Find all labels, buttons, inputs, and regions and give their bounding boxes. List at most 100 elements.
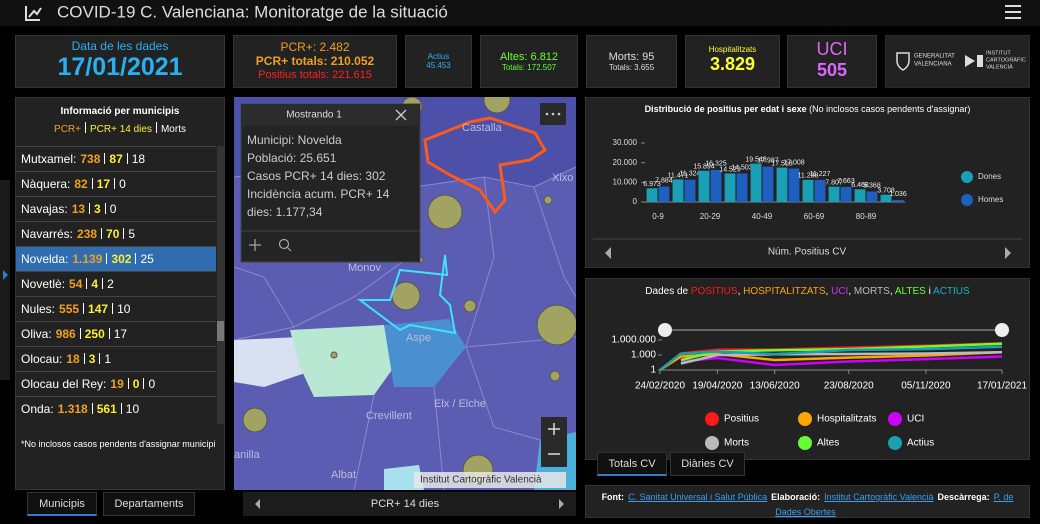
municipi-pcr14: 561 <box>96 402 117 416</box>
uci-value: 505 <box>816 60 848 80</box>
municipi-morts: 2 <box>107 277 114 291</box>
municipi-row[interactable]: Olocau: 18 3 1 <box>16 346 216 371</box>
municipi-morts: 10 <box>117 302 131 316</box>
data-label: 17.987 <box>757 157 779 164</box>
municipi-row[interactable]: Nules: 555 147 10 <box>16 296 216 321</box>
source-label: Font: <box>601 492 625 502</box>
municipi-row[interactable]: Navarrés: 238 70 5 <box>16 221 216 246</box>
chart-tab[interactable]: Diàries CV <box>670 452 745 476</box>
municipi-pcr14: 87 <box>109 152 123 166</box>
municipi-pcr: 238 <box>77 227 98 241</box>
legend-label: UCI <box>907 414 924 425</box>
municipi-morts: 0 <box>109 202 117 216</box>
x-tick-label: 60-69 <box>804 212 825 221</box>
x-tick-label: 80-89 <box>856 212 877 221</box>
legend-swatch <box>705 436 719 450</box>
data-label: 1.036 <box>889 191 907 198</box>
scrollbar[interactable] <box>217 146 224 424</box>
x-tick-label: 17/01/2021 <box>977 381 1027 392</box>
prev-arrow[interactable] <box>255 499 260 509</box>
series-line <box>680 355 1003 367</box>
municipi-row[interactable]: Novelda: 1.139 302 25 <box>16 246 216 271</box>
region <box>384 319 466 387</box>
title-part: ALTES <box>894 286 926 297</box>
panel-note: *No inclosos casos pendents d'assignar m… <box>21 439 216 449</box>
data-label: 7.663 <box>837 178 855 185</box>
separator <box>155 122 157 133</box>
slider-handle[interactable] <box>658 323 672 337</box>
municipi-name: Mutxamel: <box>21 152 77 166</box>
zoom-glyphs <box>548 423 560 455</box>
next-arrow[interactable] <box>559 499 564 509</box>
map-footer-label: PCR+ 14 dies <box>371 498 440 510</box>
legend-swatch <box>888 412 902 426</box>
data-label: 7.807 <box>825 179 843 186</box>
municipi-pcr14: 3 <box>94 202 101 216</box>
prev-arrow[interactable] <box>605 247 611 259</box>
menu-button[interactable] <box>1005 5 1021 19</box>
source-link[interactable]: C. Sanitat Universal i Salut Pública <box>628 492 768 502</box>
municipi-row[interactable]: Novetlè: 54 4 2 <box>16 271 216 296</box>
side-toggle[interactable] <box>0 180 10 380</box>
source-link[interactable]: Institut Cartogràfic Valencià <box>824 492 934 502</box>
municipi-row[interactable]: Oliva: 986 250 17 <box>16 321 216 346</box>
popup-pan[interactable] <box>249 239 261 251</box>
altes-total: Totals: 172.507 <box>501 63 557 72</box>
map-label: Aspe <box>406 332 431 344</box>
municipi-row[interactable]: Navajas: 13 3 0 <box>16 196 216 221</box>
source-label: Descàrrega: <box>937 492 990 502</box>
municipi-pcr: 19 <box>110 377 124 391</box>
map[interactable]: Castalla Xixo Monov Aspe Elx / Elche Cre… <box>234 97 576 490</box>
municipi-name: Nàquera: <box>21 177 71 191</box>
municipi-row[interactable]: Nàquera: 82 17 0 <box>16 171 216 196</box>
panel-title: Informació per municipis <box>60 106 180 117</box>
municipi-row[interactable]: Olocau del Rey: 19 0 0 <box>16 371 216 396</box>
attribution-bg <box>414 472 566 488</box>
popup-line: dies: 1.177,34 <box>247 205 323 219</box>
pcr-box: PCR+: 2.482 PCR+ totals: 210.052 Positiu… <box>233 35 397 88</box>
positius-total: Positius totals: 221.615 <box>258 69 372 81</box>
bar <box>658 186 670 202</box>
data-label: 11.238 <box>798 173 819 180</box>
popup-close[interactable] <box>395 109 407 121</box>
source-footer: Font: C. Sanitat Universal i Salut Públic… <box>585 485 1030 518</box>
municipi-pcr14: 4 <box>91 277 99 291</box>
slider-handle[interactable] <box>995 323 1009 337</box>
municipi-pcr14: 3 <box>88 352 96 366</box>
separator <box>108 328 110 339</box>
municipi-row[interactable]: Mutxamel: 738 87 18 <box>16 146 216 171</box>
gva-text: GENERALITAT <box>914 54 955 60</box>
title-part: Dades de <box>645 286 691 297</box>
actius-value: 45.453 <box>426 61 451 70</box>
data-label: 6.973 <box>643 181 661 188</box>
icv-text: VALENCIÀ <box>986 63 1013 70</box>
municipi-name: Oliva: <box>21 327 52 341</box>
municipi-pcr: 82 <box>74 177 88 191</box>
municipi-morts: 0 <box>148 377 156 391</box>
legend-swatch <box>705 412 719 426</box>
tab[interactable]: Departaments <box>103 492 195 516</box>
data-label: 5.368 <box>863 182 881 189</box>
separator <box>99 353 101 364</box>
bar-subtitle: (No inclosos casos pendents d'assignar) <box>809 104 971 114</box>
bar <box>880 194 892 202</box>
title-part: HOSPITALITZATS <box>743 286 826 297</box>
y-tick-label: 10.000 <box>613 177 638 186</box>
data-label: 17.008 <box>783 159 805 166</box>
municipi-row[interactable]: Onda: 1.318 561 10 <box>16 396 216 421</box>
region <box>290 325 394 397</box>
source-link[interactable]: P. de Dades Obertes <box>775 492 1014 517</box>
data-label: 11.227 <box>810 171 831 178</box>
separator <box>91 178 93 189</box>
series-line <box>680 350 1003 365</box>
municipi-pcr14: 250 <box>84 327 105 341</box>
municipi-pcr14: 0 <box>132 377 140 391</box>
popup-zoom[interactable] <box>278 238 292 252</box>
chart-tab[interactable]: Totals CV <box>597 452 667 476</box>
separator <box>135 253 137 264</box>
tab[interactable]: Municipis <box>27 492 97 516</box>
next-arrow[interactable] <box>1005 247 1011 259</box>
date-box: Data de les dades 17/01/2021 <box>15 35 225 88</box>
municipi-name: Olocau: <box>21 352 63 366</box>
municipi-pcr: 1.318 <box>57 402 88 416</box>
